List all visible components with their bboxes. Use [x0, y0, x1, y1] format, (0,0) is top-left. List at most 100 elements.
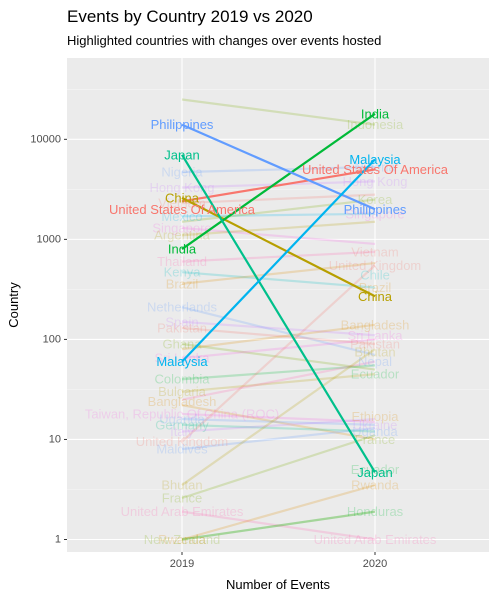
y-tick-label: 10: [49, 433, 61, 445]
label-2019-colombia: Colombia: [155, 372, 211, 387]
label-2020-united-arab-emirates: United Arab Emirates: [314, 532, 437, 547]
label-2019-spain: Spain: [165, 314, 198, 329]
label-2020-philippines: Philippines: [344, 202, 407, 217]
label-2019-philippines: Philippines: [151, 117, 214, 132]
label-2019-maldives: Maldives: [156, 442, 208, 457]
series-line-kenya: [181, 271, 376, 289]
label-2020-sri-lanka: Sri Lanka: [348, 328, 404, 343]
series-line-bangladesh: [181, 323, 376, 351]
series-line-japan: [181, 154, 376, 473]
series-line-ghana: [181, 342, 376, 371]
series-line-philippines: [181, 123, 376, 211]
label-2020-ukraine: Ukraine: [353, 417, 398, 432]
label-2019-taiwan-republic-of-china-roc: Taiwan, Republic Of China (ROC): [85, 406, 279, 421]
y-tick-label: 100: [43, 333, 61, 345]
series-line-indonesia: [181, 98, 376, 126]
x-axis-title: Number of Events: [226, 577, 331, 592]
label-2019-bangladesh: Bangladesh: [148, 394, 217, 409]
label-2020-indonesia: Indonesia: [347, 117, 404, 132]
label-2020-india: India: [361, 106, 390, 121]
label-2020-ecuador: Ecuador: [351, 462, 400, 477]
series-line-india: [181, 112, 376, 250]
label-2019-pakistan: Pakistan: [157, 321, 207, 336]
series-line-bulgaria: [181, 373, 376, 393]
grid-lines: [67, 58, 489, 552]
series-line-china: [181, 196, 376, 298]
label-2019-hong-kong: Hong Kong: [149, 180, 214, 195]
label-2020-rwanda: Rwanda: [351, 478, 399, 493]
series-line-thailand: [181, 250, 376, 263]
label-2020-pakistan: Pakistan: [350, 336, 400, 351]
label-2020-united-kingdom: United Kingdom: [329, 258, 422, 273]
series-line-sri-lanka: [181, 338, 376, 360]
label-2019-bhutan: Bhutan: [161, 478, 202, 493]
label-2019-netherlands: Netherlands: [147, 300, 218, 315]
label-2019-rwanda: Rwanda: [158, 532, 206, 547]
series-line-honduras: [181, 510, 376, 541]
series-line-united-kingdom: [181, 264, 376, 443]
y-tick-label: 1: [55, 534, 61, 546]
label-2020-bangladesh: Bangladesh: [341, 317, 410, 332]
y-tick-label: 10000: [30, 133, 61, 145]
label-2020-singapore: Singapore: [345, 206, 404, 221]
series-line-nigeria: [181, 165, 376, 174]
label-2020-malaysia: Malaysia: [349, 152, 401, 167]
series-line-spain: [181, 320, 376, 337]
series-line-germany: [181, 423, 376, 433]
label-2019-united-kingdom: United Kingdom: [136, 434, 229, 449]
series-line-singapore: [181, 226, 376, 246]
label-2020-france: France: [355, 432, 395, 447]
y-axis-title: Country: [6, 282, 21, 328]
label-2020-uganda: Uganda: [352, 424, 398, 439]
label-2019-singapore: Singapore: [152, 220, 211, 235]
label-2020-ethiopia: Ethiopia: [352, 409, 400, 424]
series-line-brazil: [181, 261, 376, 285]
label-2020-japan: Japan: [357, 465, 392, 480]
label-2019-brazil: Brazil: [166, 276, 199, 291]
y-tick-label: 1000: [37, 233, 61, 245]
chart-title: Events by Country 2019 vs 2020: [67, 7, 313, 26]
label-2019-italy: Italy: [170, 424, 194, 439]
highlighted-series-labels: China United States Of America Philippines…: [109, 106, 449, 479]
series-line-netherlands: [181, 306, 376, 356]
series-line-argentina: [181, 220, 376, 237]
series-line-mexico: [181, 212, 376, 218]
label-2019-new-zealand: New Zealand: [144, 532, 221, 547]
label-2020-vietnam: Vietnam: [351, 244, 398, 259]
label-2019-kenya: Kenya: [164, 265, 202, 280]
plot-panel: [67, 58, 489, 552]
series-line-australia: [181, 360, 376, 401]
series-line-pakistan: [181, 326, 376, 346]
label-2020-united-states-of-america: United States Of America: [302, 162, 449, 177]
background-series-lines: [181, 98, 376, 541]
label-2019-mexico: Mexico: [161, 209, 202, 224]
label-2020-honduras: Honduras: [347, 504, 404, 519]
chart-subtitle: Highlighted countries with changes over …: [67, 33, 382, 48]
label-2019-thailand: Thailand: [157, 254, 207, 269]
label-2020-korea: Korea: [358, 192, 393, 207]
label-2019-uganda: Uganda: [159, 412, 205, 427]
label-2019-ghana: Ghana: [162, 336, 202, 351]
series-line-bhutan: [181, 348, 376, 486]
label-2019-bulgaria: Bulgaria: [158, 384, 206, 399]
label-2020-bhutan: Bhutan: [354, 344, 395, 359]
label-2019-france: France: [162, 490, 202, 505]
series-line-malaysia: [181, 158, 376, 363]
label-2019-united-arab-emirates: United Arab Emirates: [121, 504, 244, 519]
series-line-united-states-of-america: [181, 168, 376, 203]
label-2019-germany: Germany: [155, 417, 209, 432]
x-tick-label: 2019: [170, 558, 194, 570]
label-2019-sri-lanka: Sri Lanka: [155, 351, 211, 366]
label-2019-japan: Japan: [164, 147, 199, 162]
label-2019-nigeria: Nigeria: [161, 165, 203, 180]
label-2020-china: China: [358, 289, 393, 304]
highlighted-series-lines: [181, 112, 376, 473]
x-tick-label: 2020: [363, 558, 387, 570]
label-2020-nepal: Nepal: [358, 354, 392, 369]
series-line-korea: [181, 198, 376, 223]
label-2019-china: China: [165, 190, 200, 205]
series-line-france: [181, 434, 376, 500]
